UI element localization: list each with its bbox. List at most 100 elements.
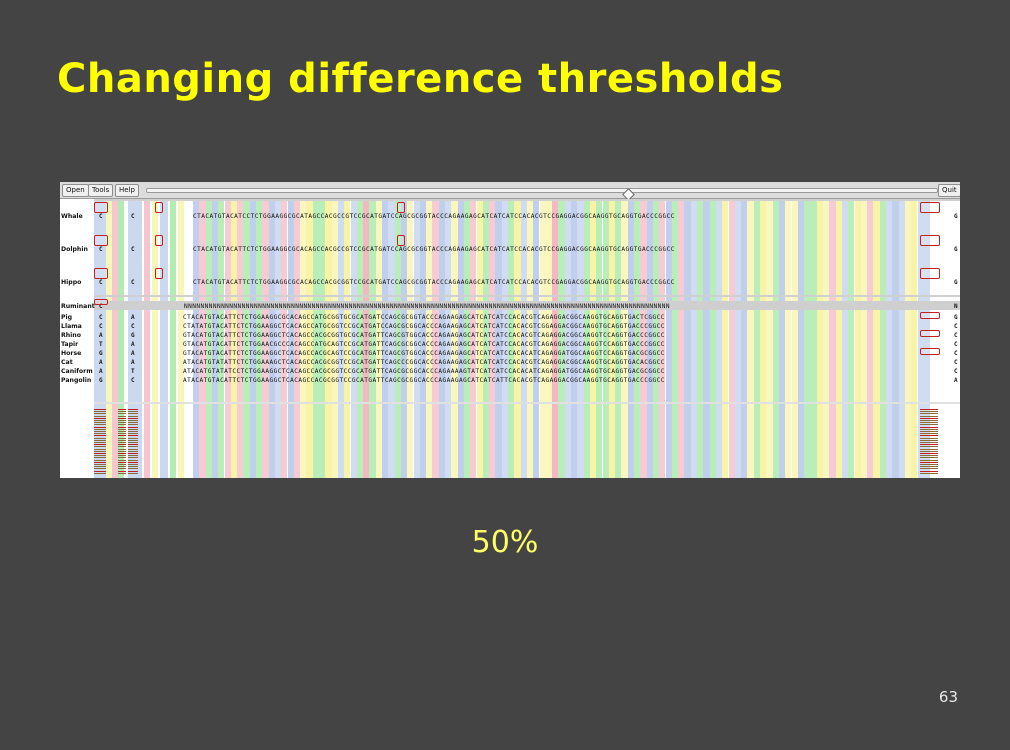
column-shade xyxy=(413,201,420,478)
column-shade xyxy=(545,201,553,478)
difference-mark xyxy=(94,453,106,454)
difference-mark xyxy=(128,461,138,463)
difference-highlight xyxy=(920,348,940,355)
difference-mark xyxy=(118,464,126,465)
difference-mark xyxy=(94,457,106,459)
column-shade xyxy=(520,201,527,478)
difference-mark xyxy=(118,435,126,437)
column-shade xyxy=(766,201,773,478)
column-shade xyxy=(621,201,628,478)
column-shade xyxy=(778,201,786,478)
difference-mark xyxy=(920,411,938,413)
base-char: A xyxy=(99,359,103,366)
column-shade xyxy=(526,201,534,478)
difference-mark xyxy=(128,431,138,432)
column-shade xyxy=(193,201,200,478)
difference-mark xyxy=(128,446,138,448)
difference-mark xyxy=(128,415,138,417)
column-shade xyxy=(274,201,282,478)
column-shade xyxy=(224,201,231,478)
species-label: Tapir xyxy=(61,341,79,348)
column-shade xyxy=(281,201,288,478)
difference-mark xyxy=(94,446,106,448)
base-char: C xyxy=(131,213,135,220)
difference-mark xyxy=(128,411,138,413)
help-button[interactable]: Help xyxy=(115,184,139,197)
difference-mark xyxy=(94,417,106,419)
difference-mark xyxy=(94,411,106,413)
column-shade xyxy=(596,201,603,478)
base-char: A xyxy=(131,341,135,348)
column-shade xyxy=(508,201,515,478)
difference-mark xyxy=(118,424,126,426)
column-shade xyxy=(106,201,112,478)
difference-mark xyxy=(920,470,938,472)
difference-mark xyxy=(920,455,938,457)
ruminant-row-band xyxy=(94,301,960,310)
species-label: Ruminant xyxy=(61,303,95,310)
column-shade xyxy=(671,201,679,478)
difference-highlight xyxy=(920,312,940,319)
column-shade xyxy=(709,201,716,478)
alignment-columns: C C C C C C C C A C C A G T A G A A A A … xyxy=(94,199,960,478)
column-shade xyxy=(300,201,307,478)
difference-mark xyxy=(920,433,938,435)
sequence-tapir: GTACATGTACATTCTCTGGAACGCCCACAGCCATGCAGTC… xyxy=(183,341,665,348)
species-label: Horse xyxy=(61,350,82,357)
species-label: Hippo xyxy=(61,279,82,286)
difference-mark xyxy=(94,442,106,443)
difference-mark xyxy=(94,433,106,435)
column-shade xyxy=(747,201,754,478)
column-shade xyxy=(419,201,427,478)
sequence-pig: CTACATGTACATTCTCTGGAAGGCGCACAGCCATGCGGTG… xyxy=(183,314,665,321)
difference-mark xyxy=(94,466,106,468)
column-shade xyxy=(262,201,269,478)
column-shade xyxy=(785,201,792,478)
difference-mark xyxy=(118,470,126,472)
column-shade xyxy=(501,201,508,478)
row-separator xyxy=(94,295,960,297)
difference-mark xyxy=(94,431,106,432)
base-char: C xyxy=(99,246,103,253)
threshold-slider[interactable] xyxy=(146,188,938,201)
quit-button[interactable]: Quit xyxy=(938,184,960,197)
column-shade xyxy=(892,201,899,478)
difference-mark xyxy=(920,468,938,470)
difference-mark xyxy=(128,422,138,424)
difference-mark xyxy=(118,461,126,463)
species-label: Pangolin xyxy=(61,377,92,384)
column-shade xyxy=(854,201,861,478)
difference-mark xyxy=(94,437,106,439)
column-shade xyxy=(470,201,477,478)
difference-mark xyxy=(118,459,126,461)
column-shade xyxy=(753,201,760,478)
column-shade xyxy=(243,201,250,478)
difference-mark xyxy=(128,468,138,470)
toolbar: Open Tools Help Quit xyxy=(60,182,960,201)
difference-mark xyxy=(94,464,106,465)
species-label: Dolphin xyxy=(61,246,88,253)
column-shade xyxy=(293,201,301,478)
column-shade xyxy=(552,201,559,478)
column-shade xyxy=(760,201,767,478)
column-shade xyxy=(363,201,370,478)
difference-mark xyxy=(118,437,126,439)
difference-mark xyxy=(118,442,126,443)
tools-button[interactable]: Tools xyxy=(88,184,114,197)
difference-mark xyxy=(118,417,126,419)
difference-mark xyxy=(94,455,106,457)
difference-mark xyxy=(128,470,138,472)
base-char: C xyxy=(99,323,103,330)
open-button[interactable]: Open xyxy=(62,184,89,197)
difference-mark xyxy=(920,413,938,415)
column-shade xyxy=(690,201,697,478)
column-shade xyxy=(904,201,912,478)
column-shade xyxy=(382,201,389,478)
column-shade xyxy=(331,201,338,478)
sequence-horse: GTACATGTACATTCTCTGGAAGGCTCACAGCCACGCAGTC… xyxy=(183,350,665,357)
column-shade xyxy=(646,201,653,478)
difference-mark xyxy=(94,428,106,430)
column-shade xyxy=(697,201,704,478)
column-shade xyxy=(432,201,439,478)
difference-mark xyxy=(128,435,138,437)
